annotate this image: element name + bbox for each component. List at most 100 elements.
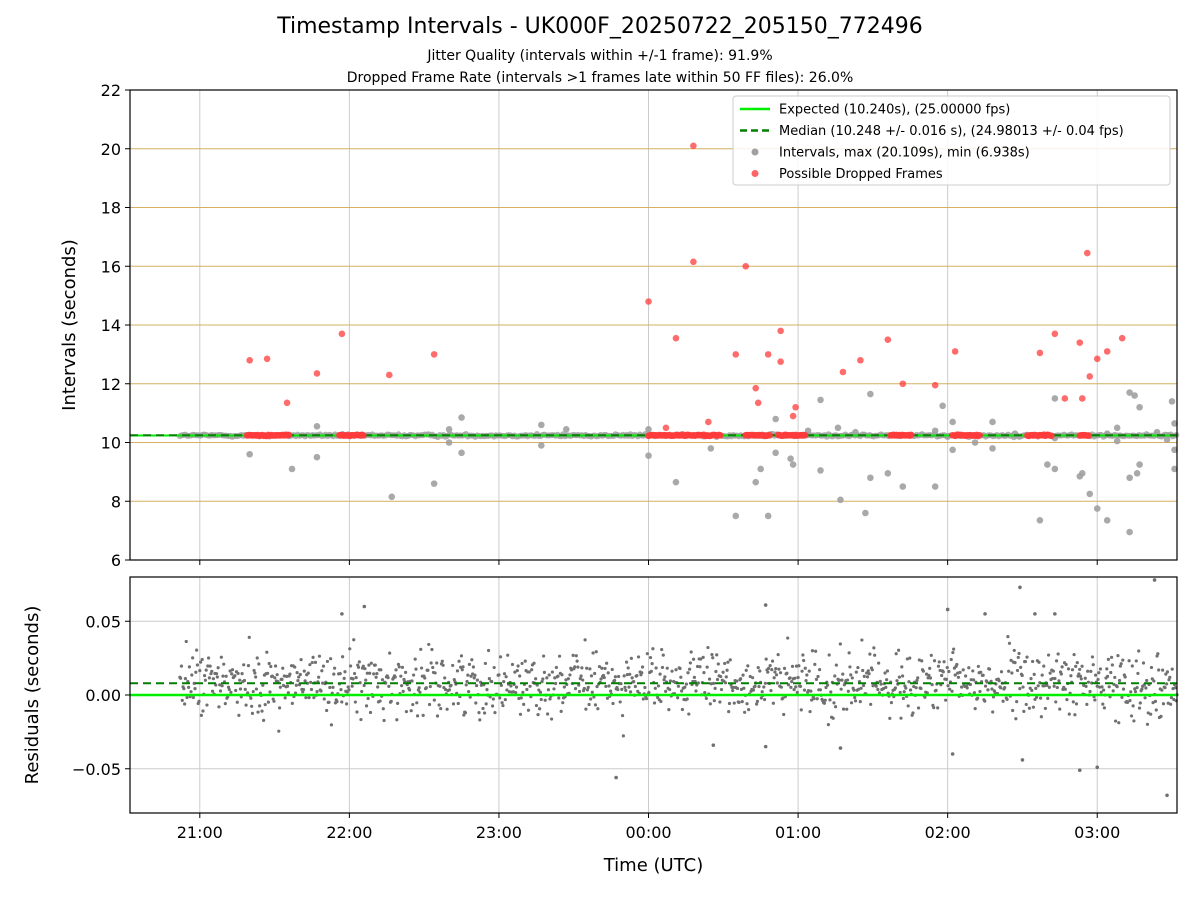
residual-point: [832, 701, 836, 705]
interval-point: [1133, 470, 1141, 477]
dropped-point: [752, 384, 760, 392]
residual-point: [1014, 717, 1018, 721]
residual-point: [194, 670, 198, 674]
residual-point: [302, 669, 306, 673]
residual-point: [520, 661, 524, 666]
residual-point: [249, 696, 253, 700]
residual-point: [396, 701, 400, 706]
residual-point: [685, 697, 689, 701]
residual-point: [731, 688, 735, 693]
residual-point: [1129, 714, 1134, 718]
residual-point: [1038, 696, 1043, 700]
residual-point: [230, 672, 234, 676]
residual-point: [552, 687, 556, 691]
residual-point: [1119, 662, 1123, 666]
residual-point: [242, 663, 246, 667]
residual-point: [497, 673, 501, 677]
residual-point: [329, 723, 334, 727]
residual-point: [418, 690, 422, 694]
residual-point: [847, 651, 851, 655]
residual-point: [923, 695, 927, 699]
interval-point: [445, 425, 453, 433]
residual-point: [273, 676, 277, 680]
residual-point: [295, 671, 299, 675]
residual-point: [679, 675, 683, 679]
residual-point: [746, 664, 750, 668]
residual-point: [1100, 685, 1104, 689]
residual-point: [934, 688, 938, 692]
residual-point: [1098, 667, 1103, 671]
residual-point: [553, 681, 558, 686]
interval-points: [176, 389, 1180, 536]
residual-point: [940, 673, 944, 678]
residual-point: [246, 664, 251, 668]
residual-point: [269, 664, 273, 669]
residual-point: [1086, 680, 1091, 684]
residual-point: [952, 647, 956, 651]
residual-point: [1025, 655, 1029, 659]
residual-point: [522, 702, 526, 706]
dropped-frame-points: [243, 142, 1126, 440]
interval-point: [931, 483, 939, 490]
residual-point: [953, 673, 957, 677]
residual-point: [224, 674, 228, 678]
residual-point: [632, 680, 636, 684]
residual-point: [535, 683, 539, 687]
residual-point: [857, 687, 861, 691]
residual-point: [397, 665, 401, 669]
residual-point: [492, 665, 496, 670]
residual-point: [307, 696, 311, 700]
residual-point: [198, 668, 202, 673]
interval-point: [867, 390, 874, 398]
dropped-point: [717, 431, 724, 439]
residual-point: [812, 697, 816, 701]
residual-point: [807, 669, 811, 673]
interval-point: [1126, 474, 1133, 482]
residual-point: [951, 650, 955, 655]
residual-point: [368, 710, 373, 715]
residual-point: [845, 707, 849, 711]
residual-point: [826, 723, 830, 727]
y-tick-label: 0.00: [85, 686, 121, 705]
residual-point: [907, 680, 911, 684]
residual-point: [973, 707, 977, 711]
residual-point: [281, 666, 285, 670]
residual-point: [777, 667, 781, 671]
residual-point: [948, 687, 952, 691]
residual-point: [876, 687, 880, 692]
residual-point: [367, 663, 371, 667]
residual-point: [737, 700, 741, 705]
residual-point: [654, 666, 658, 670]
interval-point: [1171, 465, 1178, 473]
residual-point: [362, 683, 366, 688]
residual-point: [763, 603, 768, 607]
residual-point: [1075, 660, 1079, 665]
residual-point: [588, 667, 592, 671]
residual-point: [741, 673, 745, 677]
residual-point: [824, 685, 828, 690]
residual-point: [547, 673, 551, 677]
residual-point: [585, 688, 590, 692]
residual-point: [355, 710, 359, 714]
residual-point: [457, 659, 461, 663]
residual-point: [325, 708, 329, 713]
residual-point: [251, 689, 255, 694]
residual-point: [904, 686, 908, 690]
residual-point: [908, 656, 912, 660]
residual-point: [618, 700, 622, 704]
residual-point: [288, 672, 292, 676]
residual-point: [1109, 655, 1114, 659]
residual-point: [1097, 671, 1101, 675]
residual-point: [628, 672, 632, 676]
residual-point: [867, 672, 871, 676]
residual-point: [290, 701, 294, 705]
residual-point: [348, 664, 353, 668]
dropped-point: [1085, 432, 1093, 439]
residual-point: [261, 683, 265, 687]
residual-point: [945, 607, 950, 612]
residual-point: [1127, 659, 1131, 663]
residual-point: [702, 671, 706, 675]
residual-point: [478, 718, 482, 722]
residual-point: [257, 662, 261, 666]
residual-point: [266, 700, 271, 704]
